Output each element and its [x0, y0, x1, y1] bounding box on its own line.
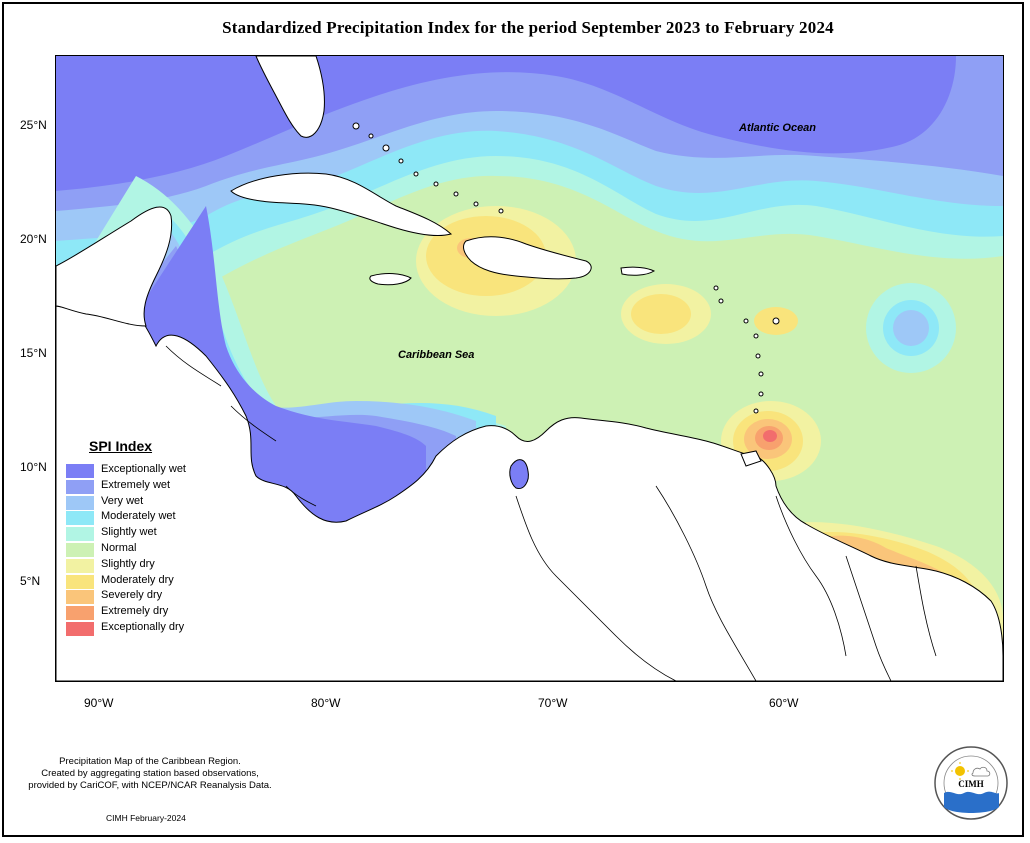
- legend-swatch: [66, 543, 94, 557]
- legend-swatch: [66, 527, 94, 542]
- x-tick-90w: 90°W: [84, 696, 114, 710]
- legend-item: Exceptionally dry: [66, 621, 266, 636]
- caribbean-sea-label: Caribbean Sea: [398, 349, 474, 361]
- y-tick-10n: 10°N: [20, 460, 47, 474]
- lake-maracaibo: [509, 459, 529, 490]
- credit: CIMH February-2024: [106, 813, 186, 823]
- legend-item: Moderately wet: [66, 510, 266, 526]
- legend-swatch: [66, 464, 94, 478]
- legend-label: Moderately wet: [101, 510, 176, 523]
- legend-label: Moderately dry: [101, 573, 174, 586]
- x-tick-60w: 60°W: [769, 696, 799, 710]
- lesser-antilles-land: [713, 285, 780, 467]
- puerto-rico-land: [620, 266, 656, 276]
- footnote-line-1: Precipitation Map of the Caribbean Regio…: [59, 756, 241, 767]
- cimh-logo-text: CIMH: [958, 779, 984, 789]
- legend-label: Exceptionally wet: [101, 463, 186, 475]
- bahamas-land: [352, 122, 504, 214]
- legend-swatch: [66, 590, 94, 605]
- y-tick-25n: 25°N: [20, 118, 47, 132]
- legend-label: Extremely dry: [101, 605, 169, 618]
- legend-item: Slightly dry: [66, 557, 266, 573]
- legend-swatch: [66, 558, 94, 573]
- legend-item: Extremely dry: [66, 605, 266, 621]
- legend-label: Extremely wet: [101, 478, 171, 491]
- footnote-line-2: Created by aggregating station based obs…: [41, 768, 259, 779]
- very-wet-spot: [893, 310, 929, 346]
- legend-label: Slightly wet: [101, 526, 157, 539]
- exceptionally-dry-trinidad: [763, 430, 777, 442]
- legend-swatch: [66, 574, 94, 589]
- legend-label: Slightly dry: [101, 557, 155, 570]
- moderately-dry-leeward: [631, 294, 691, 334]
- legend-title: SPI Index: [89, 438, 153, 454]
- legend-item: Severely dry: [66, 589, 266, 605]
- hispaniola-land: [463, 236, 592, 280]
- country-borders: [165, 345, 937, 681]
- legend-label: Very wet: [101, 494, 144, 507]
- legend-item: Extremely wet: [66, 478, 266, 494]
- legend-swatch: [66, 511, 94, 526]
- spi-map: Atlantic Ocean Caribbean Sea: [55, 55, 1004, 682]
- y-tick-5n: 5°N: [20, 574, 41, 588]
- y-tick-20n: 20°N: [20, 232, 47, 246]
- cimh-logo-graphic: [934, 746, 1008, 820]
- legend-item: Moderately dry: [66, 573, 266, 589]
- legend-item: Slightly wet: [66, 526, 266, 542]
- legend-swatch: [66, 479, 94, 494]
- footnote-line-3: provided by CariCOF, with NCEP/NCAR Rean…: [28, 780, 272, 791]
- legend-swatch: [66, 495, 94, 510]
- florida-land: [255, 56, 325, 138]
- map-title: Standardized Precipitation Index for the…: [222, 18, 834, 37]
- south-central-america-land: [56, 299, 1003, 681]
- x-tick-80w: 80°W: [311, 696, 341, 710]
- legend-item: Normal: [66, 542, 266, 557]
- yucatan-land: [56, 206, 173, 327]
- cimh-logo-icon: CIMH: [933, 745, 1009, 821]
- legend-item: Exceptionally wet: [66, 463, 266, 478]
- atlantic-ocean-label: Atlantic Ocean: [738, 122, 816, 134]
- legend-label: Exceptionally dry: [101, 621, 185, 633]
- jamaica-land: [369, 273, 412, 286]
- legend-swatch: [66, 606, 94, 621]
- y-tick-15n: 15°N: [20, 346, 47, 360]
- legend-item: Very wet: [66, 494, 266, 510]
- legend-label: Severely dry: [101, 589, 163, 602]
- x-tick-70w: 70°W: [538, 696, 568, 710]
- cuba-land: [230, 172, 453, 237]
- legend-label: Normal: [101, 542, 137, 554]
- legend-swatch: [66, 622, 94, 636]
- spi-map-canvas: Atlantic Ocean Caribbean Sea: [56, 56, 1003, 681]
- footnote: Precipitation Map of the Caribbean Regio…: [8, 756, 292, 792]
